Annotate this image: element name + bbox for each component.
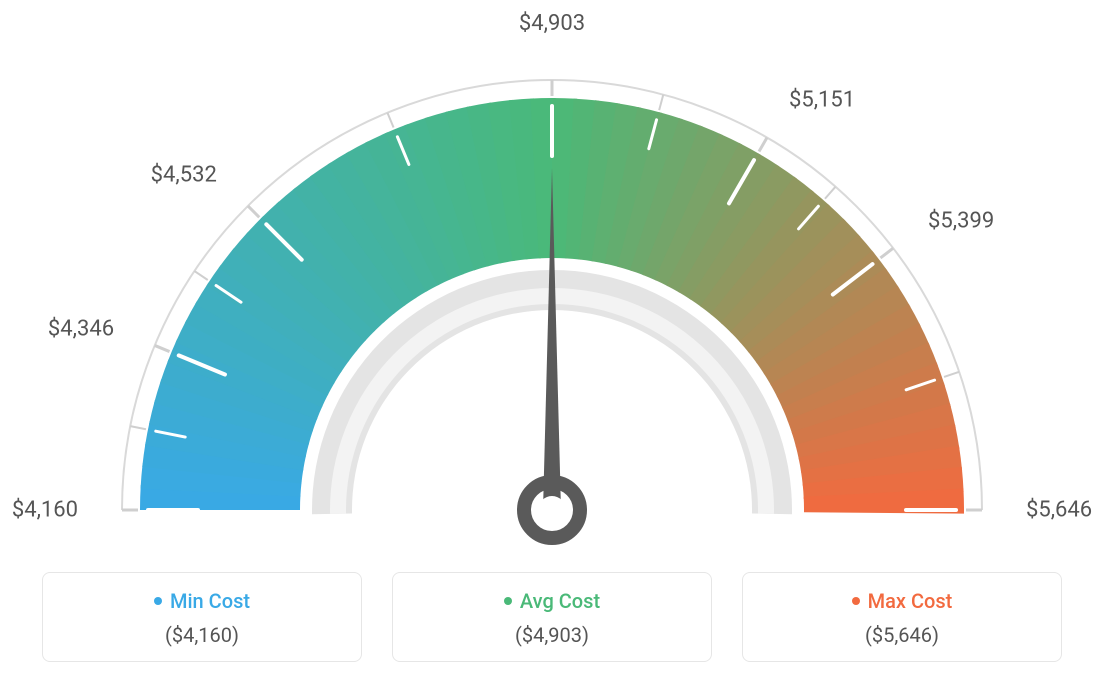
- legend-label-avg: Avg Cost: [520, 589, 600, 613]
- gauge-tick-label: $5,399: [928, 209, 994, 234]
- legend-dot-avg: [504, 597, 512, 605]
- legend-value-max: ($5,646): [753, 623, 1051, 647]
- gauge-tick-label: $4,160: [12, 498, 78, 523]
- gauge-svg: [42, 40, 1062, 560]
- gauge-tick-label: $4,346: [48, 316, 114, 341]
- legend-dot-max: [852, 597, 860, 605]
- legend-label-min: Min Cost: [170, 589, 250, 613]
- gauge-chart: $4,160 $4,346 $4,532 $4,903 $5,151 $5,399 $5,6…: [0, 0, 1104, 560]
- gauge-tick-label: $4,903: [519, 11, 585, 36]
- gauge-tick-label: $4,532: [151, 162, 217, 187]
- legend-label-max: Max Cost: [868, 589, 953, 613]
- legend-dot-min: [154, 597, 162, 605]
- legend-title-avg: Avg Cost: [504, 589, 600, 613]
- legend-title-min: Min Cost: [154, 589, 250, 613]
- legend-title-max: Max Cost: [852, 589, 953, 613]
- legend-card-max: Max Cost ($5,646): [742, 572, 1062, 662]
- legend-card-min: Min Cost ($4,160): [42, 572, 362, 662]
- legend-row: Min Cost ($4,160) Avg Cost ($4,903) Max …: [0, 572, 1104, 662]
- gauge-tick-label: $5,646: [1026, 498, 1092, 523]
- legend-value-avg: ($4,903): [403, 623, 701, 647]
- legend-value-min: ($4,160): [53, 623, 351, 647]
- legend-card-avg: Avg Cost ($4,903): [392, 572, 712, 662]
- gauge-tick-label: $5,151: [789, 87, 855, 112]
